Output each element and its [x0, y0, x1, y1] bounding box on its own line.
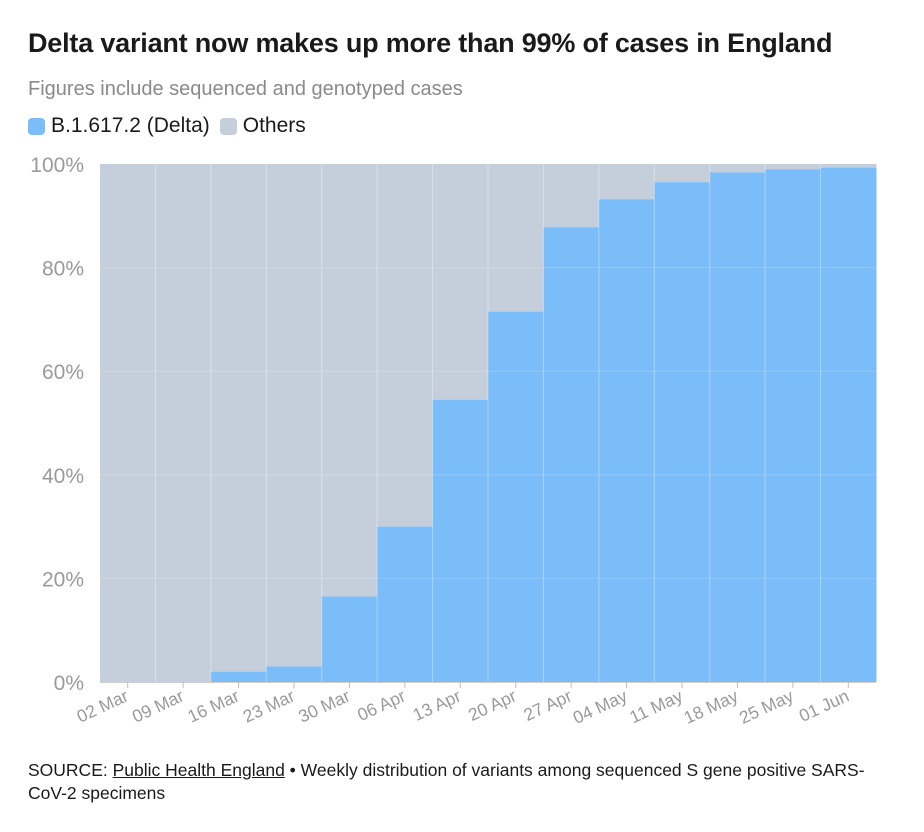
y-tick-label-0: 0%	[54, 672, 84, 695]
x-tick-label-09-mar: 09 Mar	[129, 685, 187, 726]
delta-area-segment-18-may	[709, 172, 766, 682]
legend-swatch-delta	[28, 117, 45, 135]
chart-legend: B.1.617.2 (Delta) Others	[28, 114, 316, 138]
others-area-segment-02-mar	[100, 164, 156, 682]
x-tick-label-18-may: 18 May	[681, 685, 742, 727]
y-tick-label-40: 40%	[42, 465, 84, 488]
chart-title: Delta variant now makes up more than 99%…	[28, 28, 833, 58]
others-area-segment-04-may	[598, 164, 655, 200]
delta-area-segment-23-mar	[266, 666, 323, 682]
delta-area-segment-01-jun	[820, 167, 877, 683]
x-tick-label-30-mar: 30 Mar	[295, 685, 353, 726]
others-area-segment-30-mar	[321, 164, 378, 597]
others-area-segment-06-apr	[377, 164, 434, 527]
others-area-segment-18-may	[709, 164, 766, 173]
others-area-segment-16-mar	[210, 164, 267, 672]
y-tick-label-80: 80%	[42, 258, 84, 281]
others-area-segment-27-apr	[543, 164, 600, 228]
others-area-segment-23-mar	[266, 164, 323, 667]
delta-area-segment-25-may	[765, 169, 822, 682]
delta-area-segment-16-mar	[210, 671, 267, 682]
delta-area-segment-04-may	[598, 199, 655, 682]
x-tick-label-01-jun: 01 Jun	[796, 685, 852, 725]
x-tick-label-20-apr: 20 Apr	[465, 685, 519, 725]
delta-area-segment-27-apr	[543, 227, 600, 683]
x-tick-label-04-may: 04 May	[570, 685, 631, 727]
x-tick-label-27-apr: 27 Apr	[521, 685, 575, 725]
legend-swatch-others	[219, 117, 237, 135]
x-tick-label-25-may: 25 May	[736, 685, 797, 727]
source-note: • Weekly distribution of variants among …	[28, 760, 865, 803]
others-area-segment-20-apr	[488, 164, 544, 312]
x-tick-label-16-mar: 16 Mar	[184, 685, 242, 726]
y-tick-label-100: 100%	[30, 154, 84, 177]
source-link[interactable]: Public Health England	[112, 760, 285, 780]
x-tick-label-13-apr: 13 Apr	[410, 685, 464, 725]
delta-area-segment-06-apr	[377, 526, 434, 682]
x-tick-label-06-apr: 06 Apr	[354, 685, 408, 725]
others-area-segment-09-mar	[155, 164, 212, 682]
y-tick-label-60: 60%	[42, 361, 84, 384]
others-area-segment-11-may	[654, 164, 711, 183]
legend-label-delta: B.1.617.2 (Delta)	[51, 114, 210, 137]
y-tick-label-20: 20%	[42, 568, 84, 591]
legend-item-delta[interactable]: B.1.617.2 (Delta)	[28, 114, 210, 138]
delta-area-segment-20-apr	[488, 311, 544, 682]
source-prefix: SOURCE:	[28, 760, 113, 780]
delta-area-segment-11-may	[654, 182, 711, 682]
legend-label-others: Others	[242, 114, 306, 137]
others-area-segment-01-jun	[820, 164, 877, 168]
chart-footer: SOURCE: Public Health England • Weekly d…	[28, 759, 898, 805]
x-tick-label-11-may: 11 May	[626, 685, 686, 727]
others-area-segment-13-apr	[432, 164, 489, 400]
delta-area-segment-30-mar	[321, 596, 378, 682]
legend-item-others[interactable]: Others	[219, 114, 306, 138]
chart-subtitle: Figures include sequenced and genotyped …	[28, 78, 463, 100]
others-area-segment-25-may	[765, 164, 822, 170]
delta-area-segment-13-apr	[432, 399, 489, 682]
x-tick-label-23-mar: 23 Mar	[240, 685, 298, 726]
